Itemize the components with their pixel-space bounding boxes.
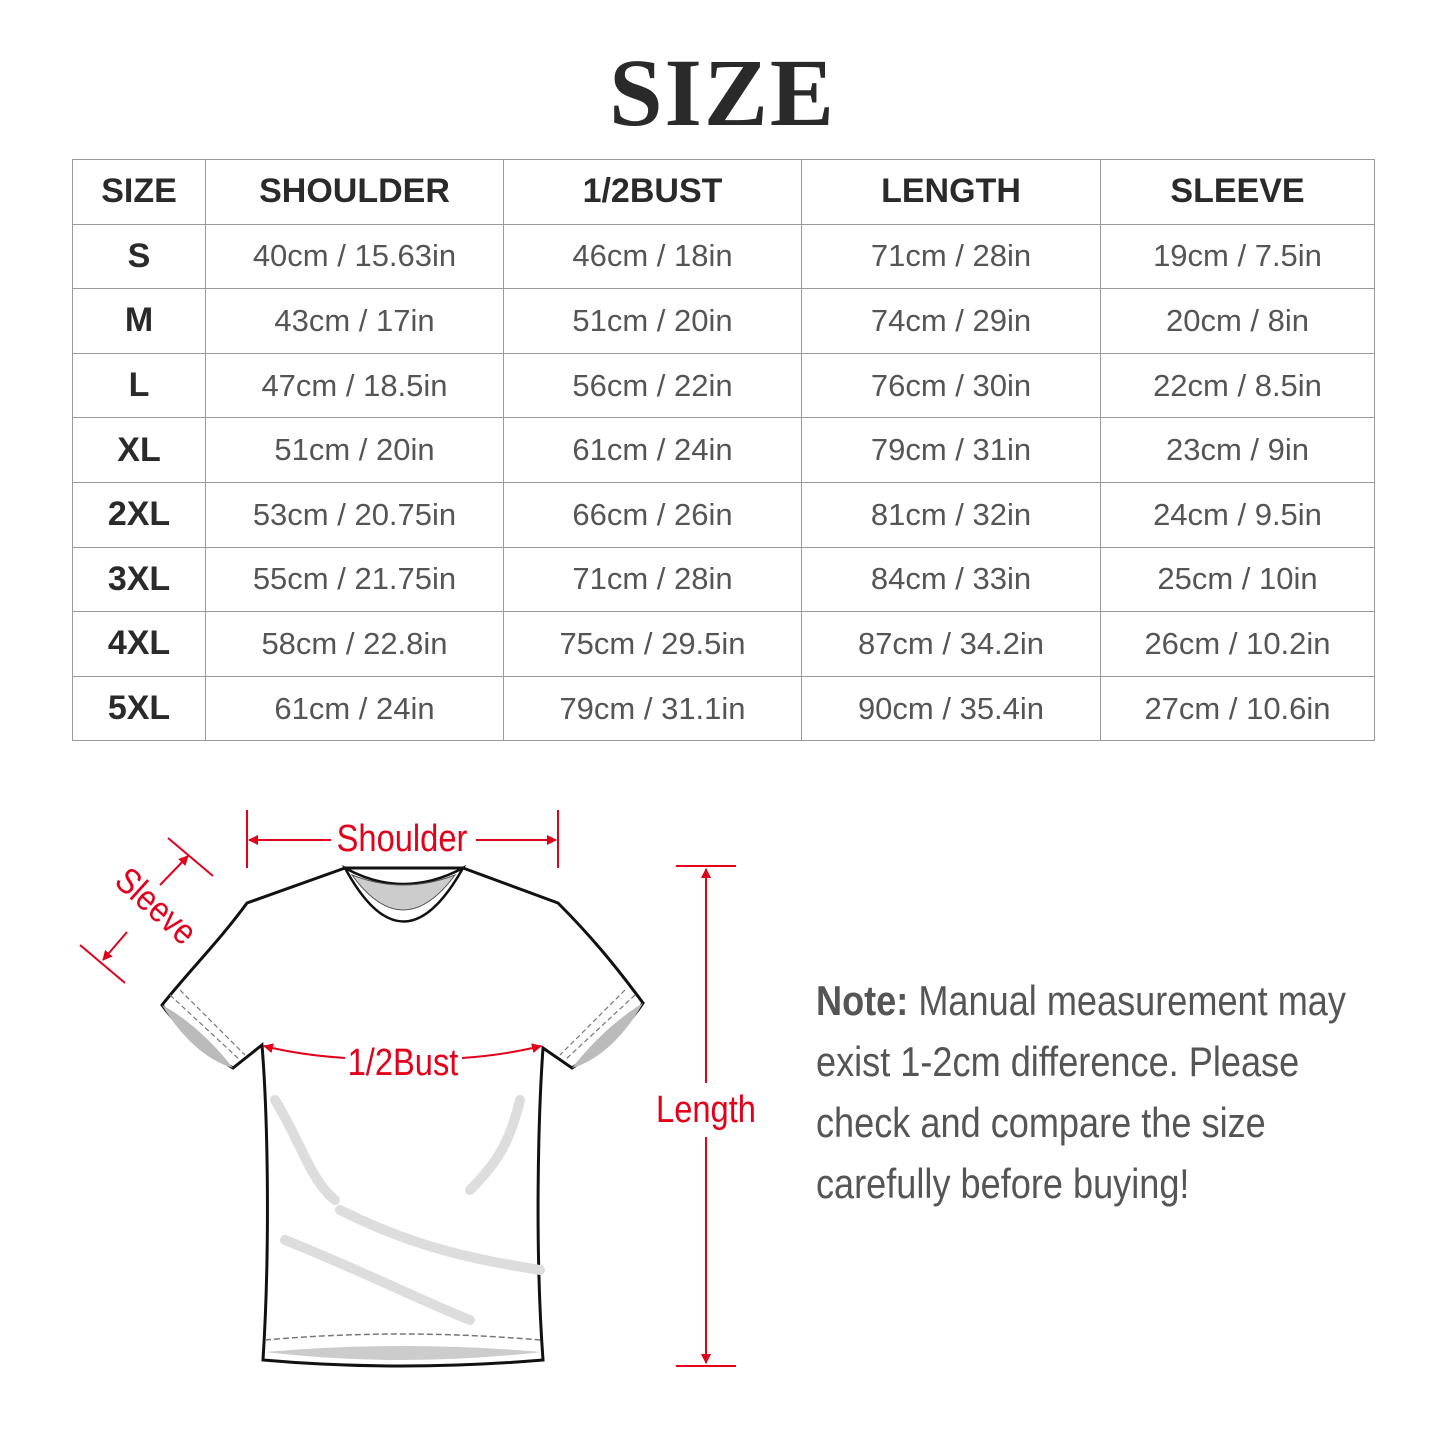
table-row: S 40cm / 15.63in 46cm / 18in 71cm / 28in 19c… bbox=[72, 223, 1375, 290]
measurement-cell: 20cm / 8in bbox=[1100, 288, 1375, 354]
table-row: 5XL 61cm / 24in 79cm / 31.1in 90cm / 35.4in… bbox=[72, 675, 1375, 742]
size-cell: L bbox=[72, 352, 206, 419]
bust-measure bbox=[263, 1043, 542, 1059]
table-row: L 47cm / 18.5in 56cm / 22in 76cm / 30in 22cm… bbox=[72, 352, 1375, 419]
measurement-cell: 71cm / 28in bbox=[503, 546, 802, 613]
measurement-cell: 61cm / 24in bbox=[205, 675, 504, 742]
size-cell: 2XL bbox=[72, 481, 206, 548]
measurement-cell: 47cm / 18.5in bbox=[205, 352, 504, 419]
page-title: SIZE bbox=[609, 39, 836, 146]
size-cell: 5XL bbox=[72, 675, 206, 742]
size-table: SIZE SHOULDER 1/2BUST LENGTH SLEEVE S 40c… bbox=[72, 159, 1375, 742]
size-cell: 3XL bbox=[72, 546, 206, 613]
measurement-cell: 26cm / 10.2in bbox=[1100, 611, 1375, 677]
measurement-cell: 53cm / 20.75in bbox=[205, 481, 504, 548]
table-row: 2XL 53cm / 20.75in 66cm / 26in 81cm / 32in 2… bbox=[72, 481, 1375, 548]
size-cell: M bbox=[72, 288, 206, 354]
length-measure bbox=[676, 865, 736, 1367]
measurement-cell: 27cm / 10.6in bbox=[1100, 675, 1375, 742]
measurement-cell: 56cm / 22in bbox=[503, 352, 802, 419]
sleeve-measure bbox=[79, 837, 214, 984]
note-label: Note: bbox=[816, 977, 909, 1024]
column-header: SIZE bbox=[72, 159, 206, 225]
measurement-cell: 22cm / 8.5in bbox=[1100, 352, 1375, 419]
note-line: check and compare the size bbox=[816, 1099, 1266, 1146]
shoulder-measure bbox=[246, 810, 559, 868]
column-header: SLEEVE bbox=[1100, 159, 1375, 225]
measurement-cell: 55cm / 21.75in bbox=[205, 546, 504, 613]
size-cell: 4XL bbox=[72, 611, 206, 677]
note-text: Note: Manual measurement may exist 1-2cm… bbox=[816, 970, 1436, 1214]
table-header-row: SIZE SHOULDER 1/2BUST LENGTH SLEEVE bbox=[72, 159, 1375, 225]
measurement-cell: 24cm / 9.5in bbox=[1100, 481, 1375, 548]
column-header: LENGTH bbox=[801, 159, 1101, 225]
note-line: exist 1-2cm difference. Please bbox=[816, 1038, 1300, 1085]
note-line: carefully before buying! bbox=[816, 1160, 1190, 1207]
table-row: M 43cm / 17in 51cm / 20in 74cm / 29in 20cm /… bbox=[72, 288, 1375, 354]
measurement-cell: 61cm / 24in bbox=[503, 417, 802, 483]
measurement-cell: 23cm / 9in bbox=[1100, 417, 1375, 483]
bust-label: 1/2Bust bbox=[348, 1041, 459, 1084]
measurement-cell: 46cm / 18in bbox=[503, 223, 802, 290]
table-row: 3XL 55cm / 21.75in 71cm / 28in 84cm / 33in 2… bbox=[72, 546, 1375, 613]
size-cell: S bbox=[72, 223, 206, 290]
measurement-cell: 74cm / 29in bbox=[801, 288, 1101, 354]
tshirt-icon bbox=[160, 864, 645, 1368]
measurement-cell: 76cm / 30in bbox=[801, 352, 1101, 419]
measurement-cell: 40cm / 15.63in bbox=[205, 223, 504, 290]
length-label: Length bbox=[656, 1088, 756, 1131]
column-header: 1/2BUST bbox=[503, 159, 802, 225]
measurement-cell: 75cm / 29.5in bbox=[503, 611, 802, 677]
measurement-cell: 25cm / 10in bbox=[1100, 546, 1375, 613]
measurement-cell: 43cm / 17in bbox=[205, 288, 504, 354]
measurement-cell: 66cm / 26in bbox=[503, 481, 802, 548]
measurement-cell: 51cm / 20in bbox=[205, 417, 504, 483]
table-row: XL 51cm / 20in 61cm / 24in 79cm / 31in 23cm … bbox=[72, 417, 1375, 483]
measurement-cell: 90cm / 35.4in bbox=[801, 675, 1101, 742]
measurement-cell: 58cm / 22.8in bbox=[205, 611, 504, 677]
measurement-cell: 81cm / 32in bbox=[801, 481, 1101, 548]
measurement-cell: 79cm / 31in bbox=[801, 417, 1101, 483]
measurement-cell: 19cm / 7.5in bbox=[1100, 223, 1375, 290]
measurement-cell: 51cm / 20in bbox=[503, 288, 802, 354]
measurement-cell: 79cm / 31.1in bbox=[503, 675, 802, 742]
measurement-cell: 84cm / 33in bbox=[801, 546, 1101, 613]
shoulder-label: Shoulder bbox=[337, 817, 468, 860]
note-line: Manual measurement may bbox=[908, 977, 1346, 1024]
